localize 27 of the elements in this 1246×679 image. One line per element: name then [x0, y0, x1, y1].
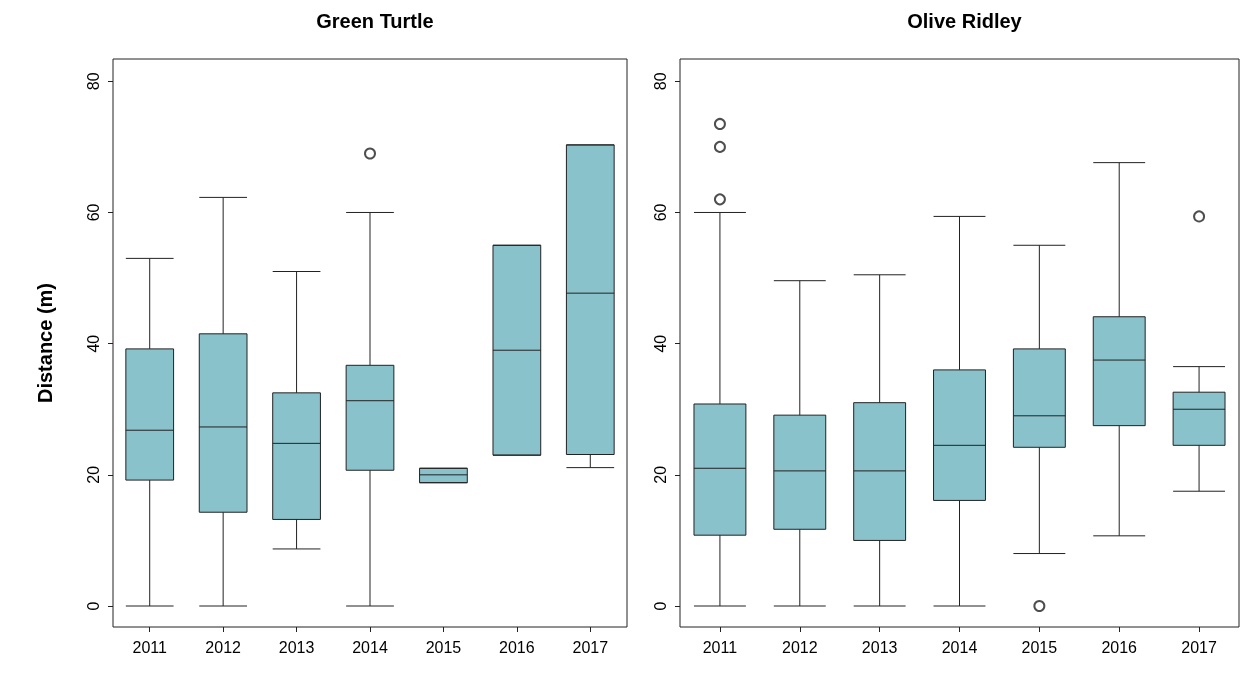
x-tick-label: 2016 — [499, 638, 535, 656]
y-tick-label: 40 — [84, 334, 102, 353]
y-tick-label: 0 — [84, 601, 102, 611]
x-tick-label: 2012 — [205, 638, 242, 656]
y-tick-label: 20 — [651, 465, 669, 484]
y-tick-label: 0 — [651, 601, 669, 611]
y-tick-label: 60 — [84, 203, 102, 222]
y-tick-label: 60 — [651, 203, 669, 222]
x-tick-label: 2013 — [861, 638, 898, 656]
chart-title: Olive Ridley — [907, 10, 1023, 32]
x-tick-label: 2017 — [1181, 638, 1217, 656]
x-tick-label: 2016 — [1101, 638, 1138, 656]
x-tick-label: 2014 — [941, 638, 978, 656]
x-tick-label: 2014 — [352, 638, 388, 656]
chart-title: Green Turtle — [316, 10, 434, 32]
y-tick-label: 80 — [651, 72, 669, 91]
x-tick-label: 2013 — [278, 638, 315, 656]
x-tick-label: 2015 — [425, 638, 462, 656]
x-tick-label: 2012 — [781, 638, 818, 656]
y-tick-label: 80 — [84, 72, 102, 91]
x-tick-label: 2011 — [132, 638, 168, 656]
y-axis-title: Distance (m) — [34, 282, 56, 404]
x-tick-label: 2017 — [572, 638, 609, 656]
y-tick-label: 20 — [84, 465, 102, 484]
x-tick-label: 2011 — [702, 638, 738, 656]
x-tick-label: 2015 — [1021, 638, 1058, 656]
y-tick-label: 40 — [651, 334, 669, 353]
